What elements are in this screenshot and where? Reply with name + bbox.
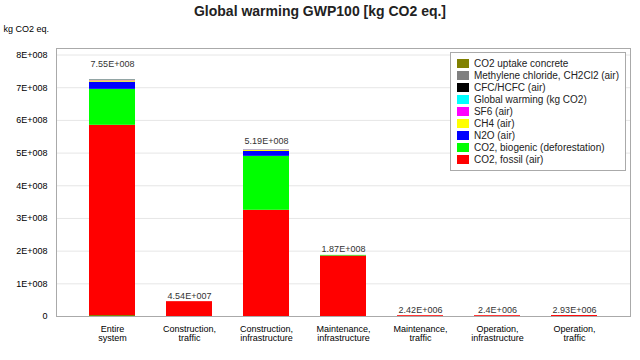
svg-text:0: 0 <box>42 311 47 321</box>
html-text:CO2, biogenic (deforestation): CO2, biogenic (deforestation) <box>473 142 605 153</box>
svg-text:2E+008: 2E+008 <box>16 246 47 256</box>
html-text:CO2 uptake concrete: CO2 uptake concrete <box>473 58 569 69</box>
html-text:CFC/HCFC (air): CFC/HCFC (air) <box>473 82 546 93</box>
svg-text:2.42E+006: 2.42E+006 <box>399 305 443 315</box>
html-text:N2O (air): N2O (air) <box>473 130 516 141</box>
svg-text:Entiresystem: Entiresystem <box>98 324 127 343</box>
svg-text:1.87E+008: 1.87E+008 <box>322 244 366 254</box>
html-text:CO2, fossil (air): CO2, fossil (air) <box>473 154 544 165</box>
svg-text:6E+008: 6E+008 <box>16 115 47 125</box>
html-text:CH4 (air): CH4 (air) <box>473 118 515 129</box>
svg-text:2.4E+006: 2.4E+006 <box>478 305 517 315</box>
html-text:Methylene chloride, CH2Cl2 (ai: Methylene chloride, CH2Cl2 (air) <box>473 70 619 81</box>
html-text:Global warming GWP100 [kg CO2: Global warming GWP100 [kg CO2 eq.] <box>194 3 446 19</box>
svg-text:7.55E+008: 7.55E+008 <box>91 59 135 69</box>
svg-text:3E+008: 3E+008 <box>16 213 47 223</box>
svg-text:Construction,traffic: Construction,traffic <box>163 324 216 343</box>
svg-text:7E+008: 7E+008 <box>16 83 47 93</box>
svg-text:5E+008: 5E+008 <box>16 148 47 158</box>
svg-text:Maintenance,traffic: Maintenance,traffic <box>393 324 447 343</box>
svg-text:Operation,infrastructure: Operation,infrastructure <box>471 324 524 343</box>
html-text:Global warming (kg CO2): Global warming (kg CO2) <box>473 94 587 105</box>
svg-text:Operation,traffic: Operation,traffic <box>553 324 595 343</box>
svg-text:4E+008: 4E+008 <box>16 181 47 191</box>
html-text:SF6 (air): SF6 (air) <box>473 106 513 117</box>
svg-text:2.93E+006: 2.93E+006 <box>553 305 597 315</box>
svg-text:5.19E+008: 5.19E+008 <box>245 136 289 146</box>
svg-text:4.54E+007: 4.54E+007 <box>168 291 212 301</box>
svg-text:Construction,infrastructure: Construction,infrastructure <box>240 324 293 343</box>
svg-text:8E+008: 8E+008 <box>16 50 47 60</box>
svg-text:1E+008: 1E+008 <box>16 279 47 289</box>
svg-text:kg CO2 eq.: kg CO2 eq. <box>4 24 50 34</box>
svg-text:Maintenance,infrastructure: Maintenance,infrastructure <box>316 324 370 343</box>
